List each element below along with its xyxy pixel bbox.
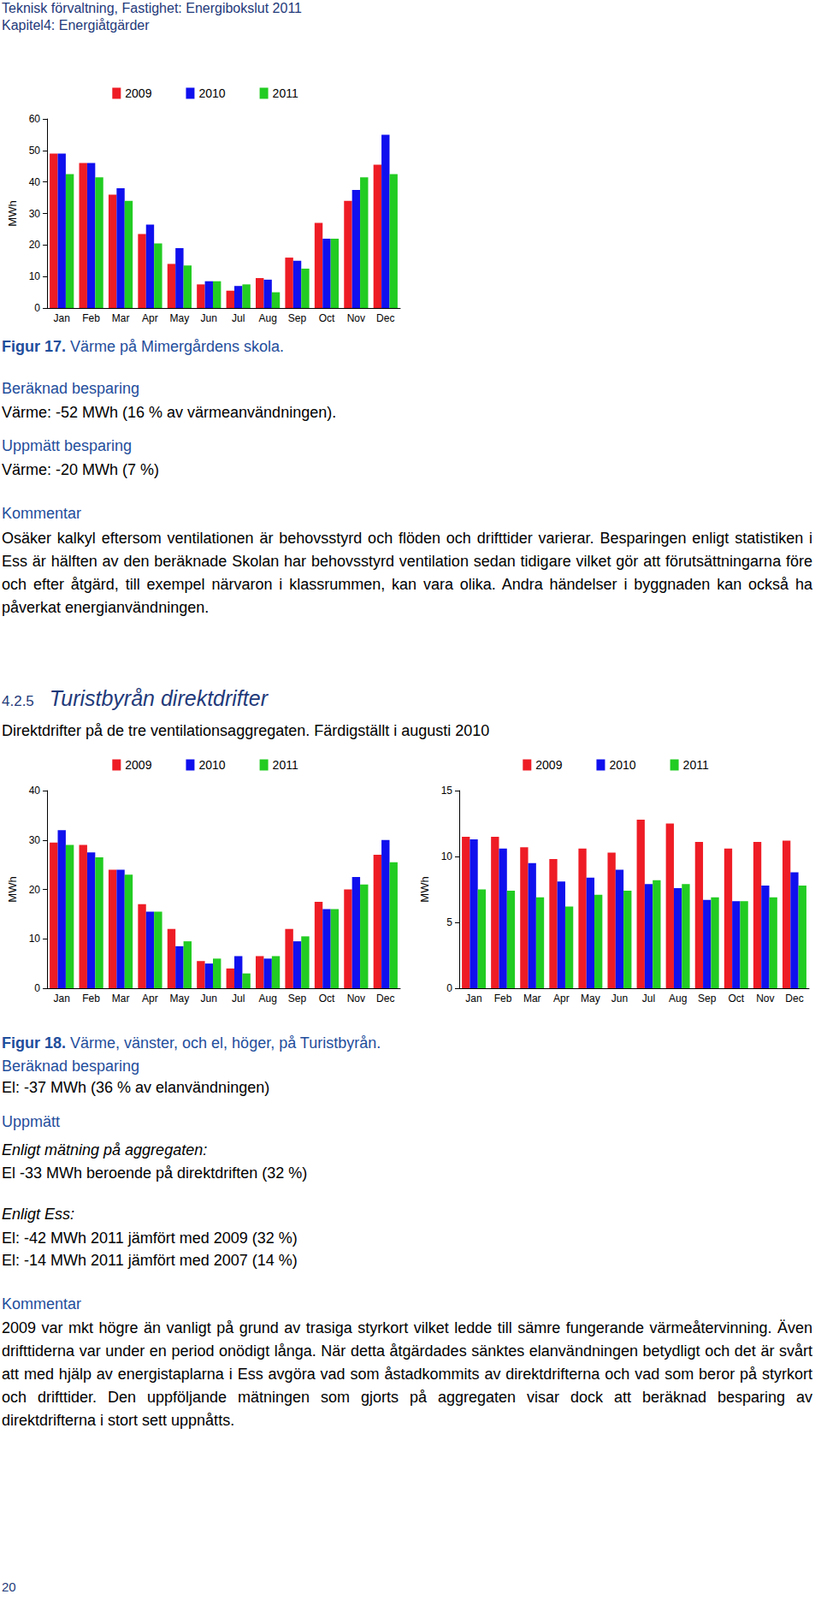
svg-text:MWh: MWh	[5, 875, 19, 902]
svg-text:May: May	[580, 992, 601, 1005]
svg-text:Jun: Jun	[200, 312, 218, 325]
html-text:Figur 18. Värme, vänster, och: Figur 18. Värme, vänster, och el, höger,…	[1, 1033, 381, 1052]
svg-text:15: 15	[441, 784, 454, 797]
html-text:Värme: -52 MWh (16 % av värmea: Värme: -52 MWh (16 % av värmeanvändninge…	[1, 403, 337, 421]
svg-text:Sep: Sep	[697, 992, 717, 1005]
svg-text:2010: 2010	[608, 757, 636, 772]
svg-text:Nov: Nov	[756, 992, 774, 1005]
svg-text:50: 50	[29, 144, 42, 157]
svg-text:2009: 2009	[124, 757, 152, 772]
svg-text:2010: 2010	[198, 86, 225, 101]
svg-text:2009: 2009	[124, 86, 152, 101]
svg-text:May: May	[170, 992, 190, 1005]
svg-text:40: 40	[29, 176, 42, 189]
html-text:Teknisk förvaltning, Fastighet: Teknisk förvaltning, Fastighet: Energibo…	[1, 0, 302, 16]
svg-text:Sep: Sep	[288, 992, 308, 1005]
svg-text:May: May	[170, 312, 190, 325]
svg-text:Apr: Apr	[553, 992, 570, 1005]
svg-text:Sep: Sep	[288, 312, 308, 325]
html-text:4.2.5: 4.2.5	[1, 692, 35, 709]
html-text:Beräknad besparing: Beräknad besparing	[1, 1057, 140, 1075]
svg-text:40: 40	[29, 784, 42, 797]
svg-text:Aug: Aug	[258, 992, 277, 1005]
svg-text:Feb: Feb	[82, 312, 101, 325]
svg-text:10: 10	[29, 270, 42, 283]
svg-text:30: 30	[29, 833, 42, 846]
svg-text:Jul: Jul	[231, 992, 245, 1005]
html-text:20: 20	[1, 1578, 16, 1594]
html-text:Figur 17. Värme på Mimergården: Figur 17. Värme på Mimergårdens skola.	[1, 337, 285, 355]
svg-text:2011: 2011	[272, 86, 299, 101]
svg-text:Mar: Mar	[112, 992, 130, 1005]
html-text:El: -42 MWh 2011 jämfört med 2: El: -42 MWh 2011 jämfört med 2009 (32 %)	[1, 1228, 298, 1247]
html-text:Värme: -20 MWh (7 %): Värme: -20 MWh (7 %)	[1, 460, 160, 479]
html-text:Beräknad besparing: Beräknad besparing	[1, 379, 140, 397]
svg-text:Feb: Feb	[82, 992, 101, 1005]
svg-text:Dec: Dec	[785, 992, 804, 1005]
svg-text:Oct: Oct	[318, 992, 336, 1005]
svg-text:2010: 2010	[198, 757, 225, 772]
svg-text:Jul: Jul	[642, 992, 656, 1005]
html-text:El: -14 MWh 2011 jämfört med 2: El: -14 MWh 2011 jämfört med 2007 (14 %)	[1, 1251, 298, 1269]
svg-text:Nov: Nov	[347, 312, 366, 325]
html-text:Uppmätt: Uppmätt	[1, 1112, 60, 1130]
html-text:Enligt mätning på aggregaten:: Enligt mätning på aggregaten:	[1, 1140, 208, 1158]
html-text:Direktdrifter på de tre ventil: Direktdrifter på de tre ventilationsaggr…	[1, 721, 490, 739]
svg-text:MWh: MWh	[418, 875, 432, 902]
svg-text:Aug: Aug	[668, 992, 687, 1005]
svg-text:10: 10	[29, 932, 42, 945]
svg-text:Jun: Jun	[611, 992, 628, 1005]
svg-text:10: 10	[441, 850, 454, 863]
svg-text:60: 60	[29, 112, 42, 125]
svg-text:Jul: Jul	[231, 312, 245, 325]
html-text:El -33 MWh beroende på direktd: El -33 MWh beroende på direktdriften (32…	[1, 1163, 308, 1182]
svg-text:2011: 2011	[683, 757, 709, 772]
html-text:Uppmätt besparing: Uppmätt besparing	[1, 437, 132, 455]
html-text:Kapitel4: Energiåtgärder: Kapitel4: Energiåtgärder	[1, 17, 150, 33]
svg-text:Oct: Oct	[727, 992, 745, 1005]
svg-text:2009: 2009	[535, 757, 562, 772]
html-text:2009 var mkt högre än vanligt: 2009 var mkt högre än vanligt på grund a…	[1, 1318, 813, 1429]
html-text:Osäker kalkyl eftersom ventila: Osäker kalkyl eftersom ventilationen är …	[1, 529, 813, 616]
svg-text:30: 30	[29, 207, 42, 220]
svg-text:0: 0	[446, 981, 453, 994]
svg-text:5: 5	[446, 915, 453, 928]
svg-text:20: 20	[29, 883, 42, 896]
svg-text:Mar: Mar	[523, 992, 542, 1005]
svg-text:Oct: Oct	[318, 312, 336, 325]
html-text:El: -37 MWh (36 % av elanvändn: El: -37 MWh (36 % av elanvändningen)	[1, 1078, 270, 1096]
svg-text:20: 20	[29, 238, 42, 251]
svg-text:Dec: Dec	[376, 992, 395, 1005]
svg-text:0: 0	[34, 981, 41, 994]
svg-text:Dec: Dec	[376, 312, 395, 325]
svg-text:2011: 2011	[272, 757, 299, 772]
svg-text:0: 0	[34, 301, 41, 314]
svg-text:Aug: Aug	[258, 312, 277, 325]
svg-text:Jan: Jan	[465, 992, 482, 1005]
html-text:Turistbyrån direktdrifter: Turistbyrån direktdrifter	[49, 685, 268, 710]
svg-text:Feb: Feb	[494, 992, 513, 1005]
svg-text:MWh: MWh	[5, 200, 19, 226]
svg-text:Apr: Apr	[141, 312, 159, 325]
svg-text:Apr: Apr	[141, 992, 159, 1005]
svg-text:Jan: Jan	[53, 992, 71, 1005]
html-text:Kommentar: Kommentar	[1, 504, 82, 522]
svg-text:Nov: Nov	[347, 992, 366, 1005]
html-text:Kommentar: Kommentar	[1, 1294, 82, 1312]
svg-text:Jun: Jun	[200, 992, 218, 1005]
svg-text:Jan: Jan	[53, 312, 71, 325]
svg-text:Mar: Mar	[112, 312, 130, 325]
html-text:Enligt Ess:: Enligt Ess:	[1, 1204, 75, 1223]
